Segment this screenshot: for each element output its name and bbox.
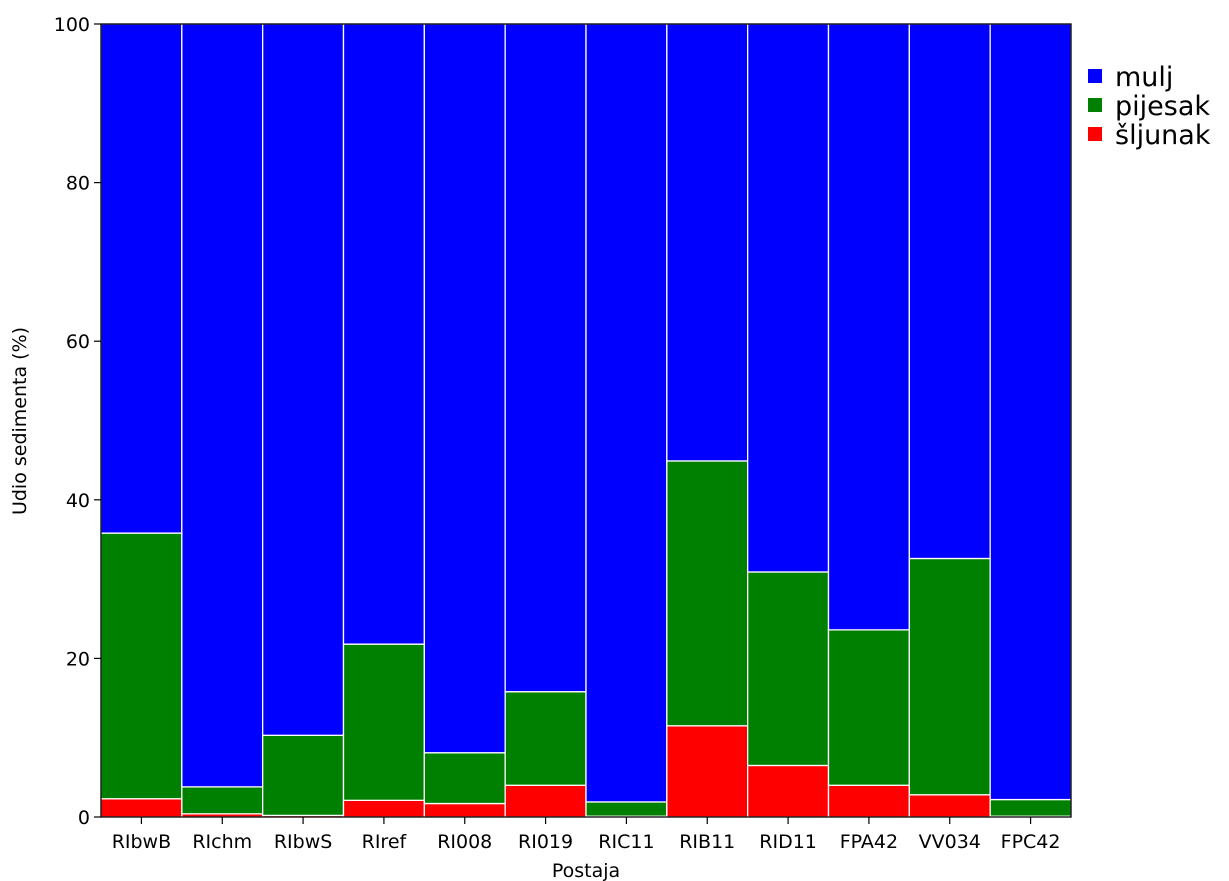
x-tick-label: RIchm bbox=[192, 831, 252, 853]
y-axis-ticks: 0 20 40 60 80 100 bbox=[54, 14, 101, 829]
y-tick-label: 60 bbox=[66, 331, 90, 353]
x-axis-ticks: RIbwB RIchm RIbwS RIref RI008 RI019 RIC11 RIB11… bbox=[112, 817, 1061, 853]
bar-RIbwS-pijesak bbox=[262, 734, 345, 817]
x-tick-label: VV034 bbox=[919, 831, 981, 853]
bar-RI008-šljunak bbox=[423, 802, 506, 818]
bars-group bbox=[100, 23, 1072, 818]
y-tick-label: 80 bbox=[66, 173, 90, 195]
y-tick-label: 100 bbox=[54, 14, 90, 36]
bar-RIbwB-mulj bbox=[100, 23, 183, 534]
bar-VV034-mulj bbox=[908, 23, 991, 560]
x-tick-label: RID11 bbox=[759, 831, 817, 853]
legend-label-mulj: mulj bbox=[1115, 62, 1173, 93]
bar-RIchm-pijesak bbox=[181, 786, 264, 815]
y-axis-label: Udio sedimenta (%) bbox=[9, 327, 31, 515]
bar-FPA42-šljunak bbox=[827, 784, 910, 818]
bar-RI008-mulj bbox=[423, 23, 506, 754]
bar-VV034-pijesak bbox=[908, 557, 991, 796]
plot-frame bbox=[100, 23, 1072, 818]
x-tick-label: RI019 bbox=[518, 831, 573, 853]
bar-RIchm-mulj bbox=[181, 23, 264, 788]
bar-RID11-šljunak bbox=[747, 764, 830, 818]
bar-RI019-pijesak bbox=[504, 691, 587, 786]
bar-FPC42-mulj bbox=[989, 23, 1072, 801]
bar-RIbwB-šljunak bbox=[100, 798, 183, 818]
bar-RI019-mulj bbox=[504, 23, 587, 693]
bar-RIB11-šljunak bbox=[666, 725, 749, 818]
bar-RI008-pijesak bbox=[423, 752, 506, 805]
x-tick-label: RIB11 bbox=[679, 831, 735, 853]
bar-FPA42-pijesak bbox=[827, 629, 910, 786]
x-tick-label: RI008 bbox=[437, 831, 492, 853]
legend-label-šljunak: šljunak bbox=[1115, 120, 1211, 151]
bar-RIbwB-pijesak bbox=[100, 532, 183, 800]
x-tick-label: RIC11 bbox=[598, 831, 654, 853]
x-tick-label: RIref bbox=[362, 831, 408, 853]
x-axis-label: Postaja bbox=[552, 860, 620, 881]
x-tick-label: FPC42 bbox=[1001, 831, 1061, 853]
x-tick-label: RIbwB bbox=[112, 831, 171, 853]
bar-RIC11-pijesak bbox=[585, 801, 668, 817]
bar-RIB11-mulj bbox=[666, 23, 749, 462]
y-tick-label: 0 bbox=[78, 807, 90, 829]
bar-RIC11-mulj bbox=[585, 23, 668, 803]
bar-RI019-šljunak bbox=[504, 784, 587, 818]
bar-RID11-mulj bbox=[747, 23, 830, 573]
bar-RIB11-pijesak bbox=[666, 460, 749, 727]
x-tick-label: RIbwS bbox=[274, 831, 332, 853]
legend-swatch-mulj bbox=[1088, 69, 1102, 83]
legend-label-pijesak: pijesak bbox=[1115, 91, 1210, 122]
bar-RID11-pijesak bbox=[747, 571, 830, 767]
bar-RIref-šljunak bbox=[342, 799, 425, 818]
y-tick-label: 20 bbox=[66, 648, 90, 670]
bar-FPC42-pijesak bbox=[989, 798, 1072, 817]
bar-RIbwS-mulj bbox=[262, 23, 345, 736]
bar-RIref-mulj bbox=[342, 23, 425, 645]
bar-FPA42-mulj bbox=[827, 23, 910, 631]
bar-VV034-šljunak bbox=[908, 794, 991, 818]
y-tick-label: 40 bbox=[66, 490, 90, 512]
x-tick-label: FPA42 bbox=[840, 831, 898, 853]
legend-swatch-šljunak bbox=[1088, 127, 1102, 141]
bar-RIref-pijesak bbox=[342, 643, 425, 801]
legend-swatch-pijesak bbox=[1088, 98, 1102, 112]
